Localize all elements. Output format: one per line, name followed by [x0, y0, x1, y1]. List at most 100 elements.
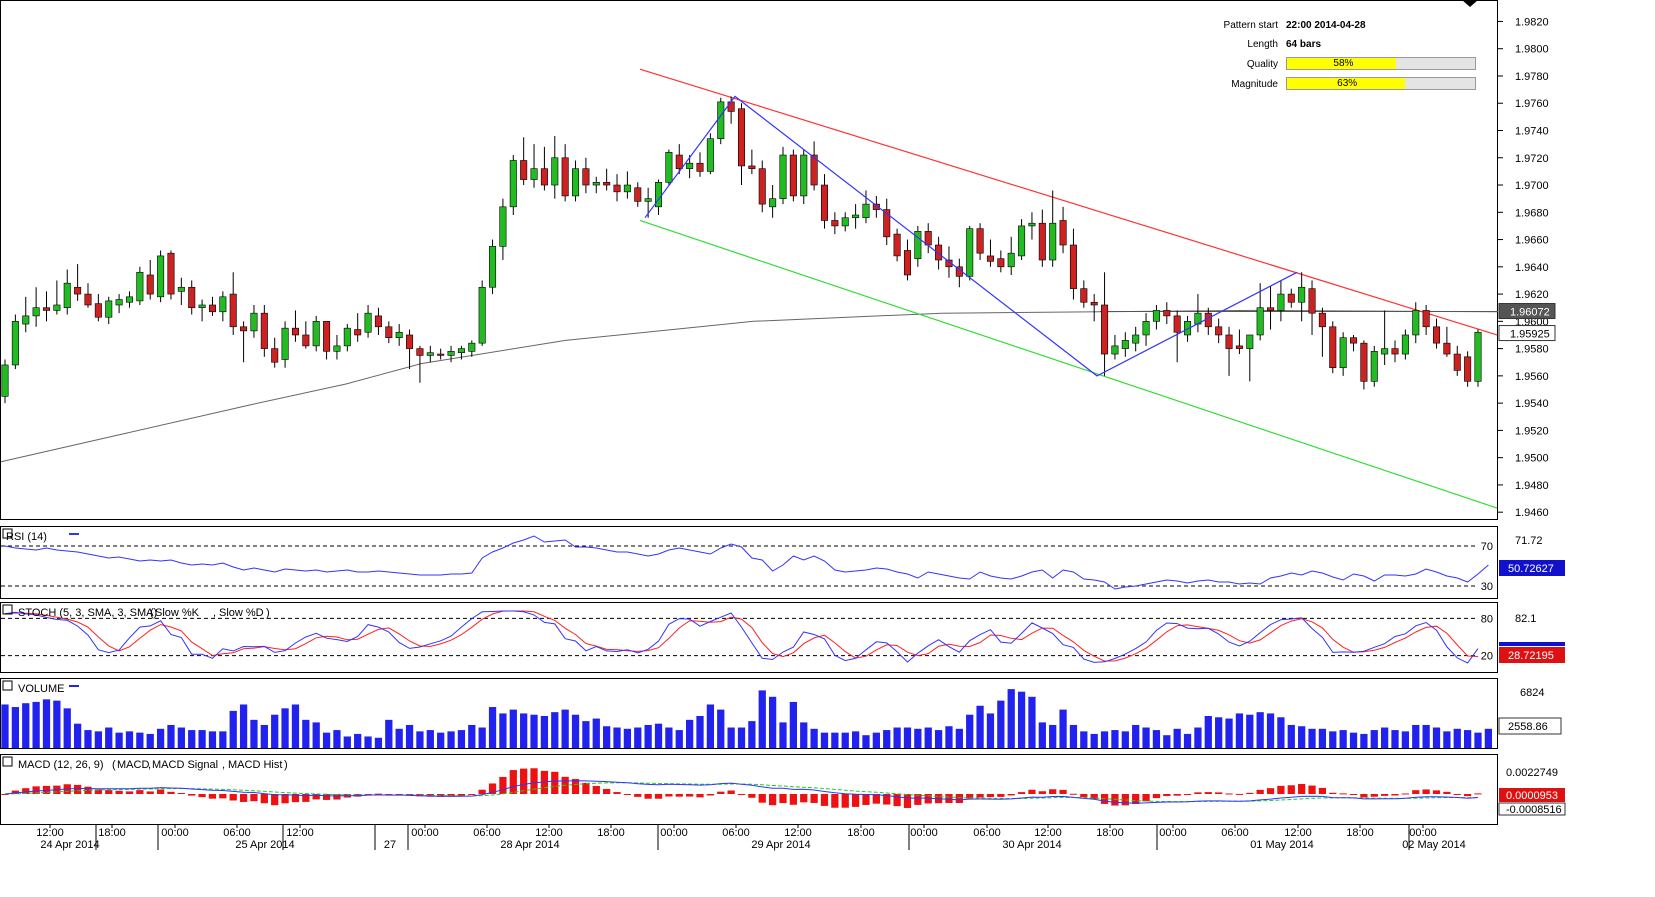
price-tick-label: 1.9800 [1515, 44, 1549, 56]
candle [489, 239, 497, 295]
candle [94, 294, 102, 322]
volume-bar [188, 730, 196, 748]
candle [32, 287, 40, 327]
macd-paren-close: ) [284, 759, 288, 771]
volume-bar [177, 727, 185, 748]
candle-body [1412, 310, 1420, 336]
volume-value-tag: 2558.86 [1508, 721, 1548, 733]
candle [1, 359, 9, 404]
candle-body [499, 206, 507, 247]
macd-hist-bar [260, 794, 268, 804]
macd-hist-bar [1443, 791, 1451, 794]
candle [1381, 310, 1389, 365]
candle [914, 225, 922, 267]
x-tick-label: 18:00 [847, 827, 875, 839]
macd-hist-bar [530, 768, 538, 794]
volume-axis-label: 6824 [1520, 687, 1544, 699]
x-tick-label: 06:00 [722, 827, 750, 839]
macd-hist-bar [105, 790, 113, 794]
candle [831, 212, 839, 235]
rsi-axis-label: 71.72 [1515, 535, 1543, 547]
rsi-title: RSI (14) [6, 531, 47, 543]
volume-bar [914, 728, 922, 748]
macd-value-1-bg [1499, 788, 1565, 802]
candle-body [302, 334, 310, 347]
candle [841, 212, 849, 232]
macd-hist-bar [696, 794, 704, 798]
candle-body [229, 293, 237, 328]
macd-hist-bar [1432, 790, 1441, 794]
candle [1090, 294, 1098, 322]
candle [1080, 280, 1088, 308]
macd-hist-bar [634, 794, 642, 797]
candle-body [291, 327, 299, 336]
volume-bar [1017, 691, 1026, 748]
x-tick-label: 12:00 [286, 827, 314, 839]
volume-bar [758, 690, 766, 748]
candle [177, 277, 185, 305]
candle-body [862, 203, 870, 219]
candle-body [146, 274, 154, 295]
candle-body [374, 315, 382, 328]
candle-body [800, 154, 808, 197]
macd-hist-bar [644, 794, 652, 799]
candle [1111, 334, 1119, 360]
candle [1474, 329, 1482, 387]
volume-bar [831, 732, 839, 748]
candle-body [634, 187, 642, 202]
macd-hist-bar [810, 794, 818, 803]
volume-bar [1028, 696, 1036, 748]
candle-body [831, 220, 839, 227]
macd-hist-bar [1069, 793, 1078, 795]
volume-bar [229, 710, 237, 748]
candle-body [125, 296, 133, 303]
candle [727, 96, 735, 124]
candle [1215, 318, 1223, 344]
price-tick-label: 1.9820 [1515, 16, 1549, 28]
macd-hist-bar [1453, 794, 1461, 795]
candle [1412, 302, 1420, 344]
candle-body [986, 255, 994, 262]
candle-body [1152, 310, 1160, 322]
macd-hist-bar [198, 794, 206, 798]
volume-bar [1111, 730, 1119, 748]
price-tick-label: 1.9740 [1515, 126, 1549, 138]
candle [665, 149, 673, 186]
stoch-k-legend: Slow %K [155, 607, 200, 619]
price-tick-label: 1.9460 [1515, 507, 1549, 519]
x-date-label: 02 May 2014 [1402, 839, 1466, 851]
candle-body [1111, 345, 1119, 355]
candle-body [872, 203, 880, 210]
macd-hist-bar [727, 790, 735, 794]
macd-hist-bar [1256, 789, 1264, 794]
candle [1163, 302, 1171, 325]
candle-body [1225, 334, 1233, 349]
volume-bar [312, 722, 320, 748]
volume-bar [94, 731, 102, 748]
volume-bar [125, 731, 134, 748]
candle-body [966, 228, 974, 277]
volume-bar [105, 727, 113, 748]
volume-bar [73, 723, 82, 748]
macd-comma-1: , [148, 759, 151, 771]
macd-hist-bar [1266, 788, 1275, 794]
candle-body [1453, 353, 1461, 371]
macd-line [4, 780, 1479, 804]
candle-body [1308, 288, 1316, 314]
volume-bar [457, 730, 466, 748]
candle-body [1069, 244, 1077, 289]
candle-body [1173, 315, 1181, 333]
volume-bar [623, 728, 632, 748]
volume-bar [1287, 724, 1295, 748]
macd-hist-bar [1038, 791, 1046, 794]
macd-value-2: -0.0008516 [1506, 804, 1562, 816]
volume-bar [364, 736, 372, 748]
price-tag-2: 1.95925 [1510, 329, 1550, 341]
volume-close-icon [2, 680, 13, 691]
macd-hist-bar [146, 791, 154, 794]
macd-hist-bar [706, 794, 715, 796]
volume-bar [1090, 733, 1098, 748]
upper-trendline [639, 68, 1498, 336]
candle [146, 260, 154, 300]
candle [810, 141, 818, 191]
